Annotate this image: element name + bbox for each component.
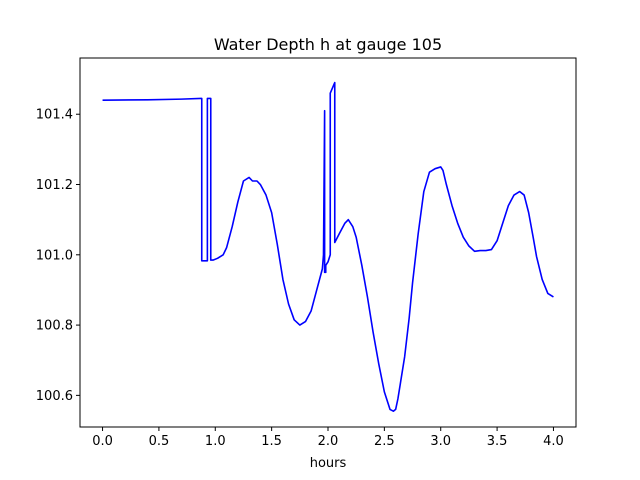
x-tick-label: 3.0 [430,434,451,449]
y-tick-label: 100.8 [36,319,73,334]
series-line-0 [102,81,554,412]
x-tick-label: 1.0 [205,434,226,449]
x-tick-label: 2.5 [374,434,395,449]
y-tick-label: 100.6 [36,389,73,404]
y-tick-label: 101.0 [36,248,73,263]
x-tick-label: 2.0 [318,434,339,449]
x-axis-label: hours [310,456,347,471]
x-tick-label: 1.5 [261,434,282,449]
x-tick-label: 0.0 [92,434,113,449]
x-axis-ticks: 0.0 0.5 1.0 1.5 2.0 2.5 3.0 3.5 4.0 [92,427,564,449]
plot-area [102,81,554,412]
y-tick-label: 101.4 [36,108,73,123]
chart-title: Water Depth h at gauge 105 [214,35,442,54]
x-tick-label: 0.5 [149,434,170,449]
plot-frame [79,57,577,428]
x-tick-label: 4.0 [543,434,564,449]
x-tick-label: 3.5 [487,434,508,449]
y-tick-label: 101.2 [36,178,73,193]
y-axis-ticks: 100.6 100.8 101.0 101.2 101.4 [36,108,80,404]
